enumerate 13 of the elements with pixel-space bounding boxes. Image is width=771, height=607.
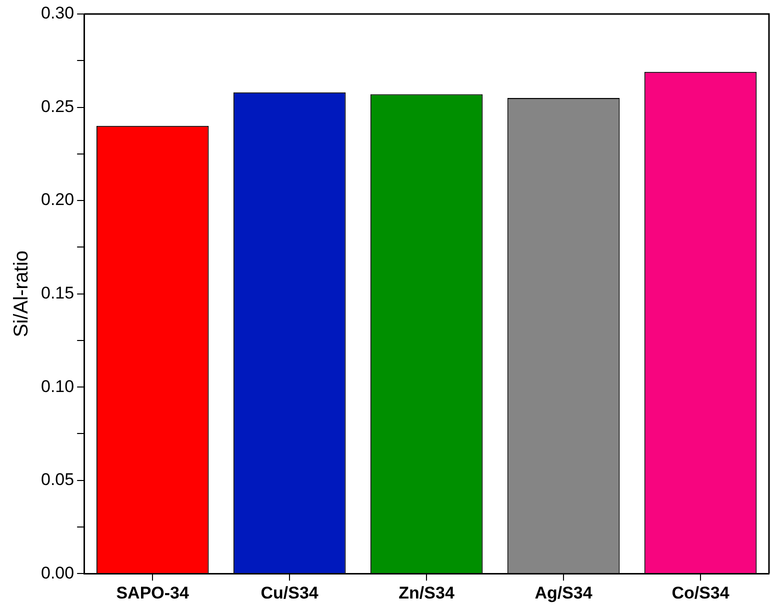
x-tick-label: Ag/S34 [534,583,593,602]
y-tick-label: 0.00 [40,563,74,582]
y-tick-label: 0.05 [40,470,74,490]
x-tick-label: Co/S34 [672,583,730,602]
x-tick-label: Cu/S34 [260,583,319,602]
x-tick-label: SAPO-34 [116,583,190,602]
y-tick-label: 0.20 [40,190,74,210]
y-tick-label: 0.15 [40,283,74,302]
x-tick-label: Zn/S34 [398,583,455,602]
y-tick-label: 0.30 [40,4,74,23]
y-tick-label: 0.10 [40,376,74,396]
y-tick-label: 0.25 [40,96,74,116]
y-axis-title: Si/Al-ratio [10,250,33,338]
